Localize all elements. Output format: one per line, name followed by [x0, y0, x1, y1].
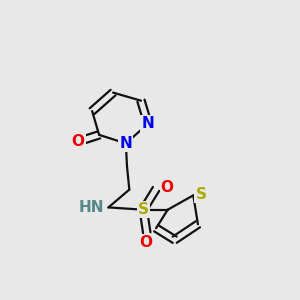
Text: O: O: [161, 180, 174, 195]
Text: O: O: [72, 134, 85, 149]
Text: HN: HN: [78, 200, 104, 215]
Text: S: S: [138, 202, 149, 217]
Text: S: S: [196, 187, 207, 202]
Text: N: N: [119, 136, 132, 151]
Text: N: N: [142, 116, 154, 131]
Text: O: O: [139, 235, 152, 250]
